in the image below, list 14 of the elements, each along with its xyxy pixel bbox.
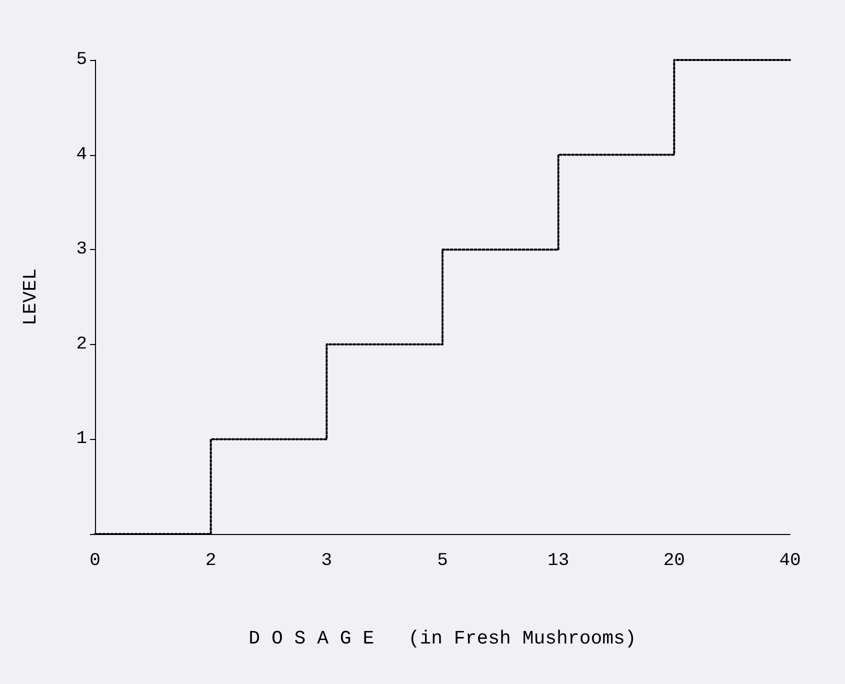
x-tick-label: 2 [205, 551, 216, 571]
y-tick-label: 1 [76, 429, 87, 450]
y-tick-label: 2 [76, 334, 87, 354]
x-tick-label: 3 [321, 551, 332, 571]
y-axis-title: LEVEL [20, 268, 42, 326]
x-tick-label: 5 [437, 551, 448, 571]
x-tick-label: 40 [779, 551, 801, 571]
y-tick-label: 3 [76, 240, 87, 260]
y-tick-label: 5 [76, 50, 87, 70]
x-axis-title: D O S A G E (in Fresh Mushrooms) [248, 628, 636, 650]
x-tick-label: 20 [663, 551, 685, 571]
x-tick-label: 0 [90, 551, 100, 571]
x-tick-label: 13 [548, 551, 570, 571]
y-tick-label: 4 [76, 144, 87, 165]
